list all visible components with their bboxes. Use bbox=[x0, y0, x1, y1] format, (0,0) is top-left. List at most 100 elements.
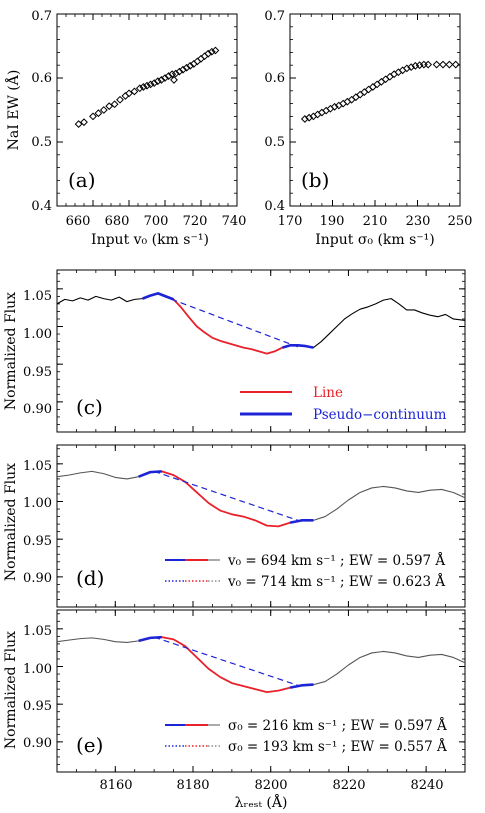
spectrum-series-line bbox=[56, 470, 466, 527]
line-series-line bbox=[172, 298, 291, 355]
diamond-data-point bbox=[74, 120, 83, 128]
continuum-series-line bbox=[161, 295, 299, 348]
line-series-line bbox=[161, 470, 302, 528]
diamond-data-point bbox=[110, 100, 119, 109]
panel-b-ytick-label: 0.5 bbox=[264, 135, 285, 150]
panel-e-legend-1: σ₀ = 216 km s⁻¹ ; EW = 0.597 Å bbox=[228, 718, 447, 734]
panel-e-series bbox=[56, 635, 466, 694]
diamond-data-point bbox=[121, 92, 130, 100]
panel-c-series bbox=[56, 292, 466, 355]
panel-d-legend-2: v₀ = 714 km s⁻¹ ; EW = 0.623 Å bbox=[227, 574, 445, 590]
diamond-data-point bbox=[347, 95, 356, 104]
diamond-data-point bbox=[153, 77, 162, 86]
diamond-data-point bbox=[171, 69, 180, 78]
diamond-data-point bbox=[343, 97, 352, 106]
line-series-line bbox=[161, 636, 302, 694]
diamond-data-point bbox=[326, 104, 335, 113]
diamond-data-point bbox=[351, 93, 360, 102]
panel-a-xtick-label: 660 bbox=[66, 214, 91, 229]
panel-c-ticks bbox=[56, 270, 466, 433]
panel-c-ylabel: Normalized Flux bbox=[3, 292, 19, 410]
diamond-data-point bbox=[157, 76, 166, 84]
diamond-data-point bbox=[164, 72, 173, 80]
diamond-data-point bbox=[116, 95, 124, 104]
panel-e-ylabel: Normalized Flux bbox=[3, 631, 19, 749]
diamond-data-point bbox=[339, 99, 348, 108]
diamond-data-point bbox=[313, 110, 322, 119]
diamond-data-point bbox=[204, 49, 213, 58]
spectrum-series-line bbox=[56, 292, 466, 355]
panel-b-xtick-label: 190 bbox=[320, 214, 345, 229]
panel-a-markers bbox=[74, 46, 220, 128]
panel-a-tag: (a) bbox=[68, 168, 96, 192]
diamond-data-point bbox=[424, 60, 433, 69]
pseudo-continuum-series-line bbox=[142, 292, 175, 301]
diamond-data-point bbox=[394, 68, 403, 77]
panel-b-ticks bbox=[289, 13, 461, 207]
panel-c-ytick-label: 1.00 bbox=[23, 327, 52, 342]
continuum-series-line bbox=[153, 470, 299, 521]
panel-a-ticks bbox=[56, 13, 238, 207]
diamond-data-point bbox=[451, 60, 460, 69]
panel-b-ytick-label: 0.7 bbox=[264, 9, 285, 24]
diamond-data-point bbox=[179, 65, 187, 74]
panel-b-xtick-label: 170 bbox=[278, 214, 303, 229]
panel-a-ytick-label: 0.4 bbox=[31, 199, 52, 214]
panel-e-xtick-label: 8160 bbox=[99, 778, 132, 793]
pseudo-continuum-series-line bbox=[289, 683, 314, 689]
diamond-data-point bbox=[360, 88, 369, 96]
panel-c-frame bbox=[56, 269, 466, 433]
diamond-data-point bbox=[390, 70, 399, 79]
diamond-data-point bbox=[322, 106, 331, 115]
diamond-data-point bbox=[182, 63, 191, 72]
diamond-data-point bbox=[368, 83, 377, 91]
panel-d-ylabel: Normalized Flux bbox=[3, 463, 19, 581]
panel-a-xtick-label: 720 bbox=[183, 214, 208, 229]
panel-d: 0.90 0.95 1.00 1.05 Normalized Flux (d) … bbox=[3, 444, 466, 608]
continuum-series-line bbox=[153, 636, 299, 686]
diamond-data-point bbox=[150, 79, 159, 88]
diamond-data-point bbox=[385, 72, 394, 81]
panel-d-ticks bbox=[56, 445, 466, 608]
diamond-data-point bbox=[186, 61, 195, 70]
diamond-data-point bbox=[94, 109, 103, 118]
panel-a-ytick-label: 0.6 bbox=[31, 71, 52, 86]
panel-a-xtick-label: 700 bbox=[144, 214, 169, 229]
diamond-data-point bbox=[398, 66, 407, 75]
panel-b-ytick-label: 0.4 bbox=[264, 199, 285, 214]
diamond-data-point bbox=[170, 76, 178, 84]
panel-b-markers bbox=[300, 60, 460, 123]
panel-e-ytick-label: 1.05 bbox=[23, 624, 52, 639]
diamond-data-point bbox=[139, 83, 148, 91]
panel-e-xtick-label: 8180 bbox=[176, 778, 209, 793]
panel-d-frame bbox=[56, 444, 466, 608]
panel-e-legend-2: σ₀ = 193 km s⁻¹ ; EW = 0.557 Å bbox=[228, 739, 447, 755]
diamond-data-point bbox=[317, 108, 326, 117]
panel-e-frame bbox=[56, 609, 466, 773]
diamond-data-point bbox=[364, 85, 373, 94]
panel-e-xtick-label: 8220 bbox=[332, 778, 365, 793]
panel-e: 0.90 0.95 1.00 1.05 8160 8180 8200 8220 … bbox=[3, 609, 466, 811]
diamond-data-point bbox=[197, 54, 205, 63]
panel-c-legend-pseudo: Pseudo−continuum bbox=[313, 407, 447, 423]
diamond-data-point bbox=[99, 106, 108, 114]
panel-d-ytick-label: 0.95 bbox=[23, 534, 52, 549]
panel-b-xtick-label: 250 bbox=[448, 214, 473, 229]
diamond-data-point bbox=[80, 118, 88, 127]
diamond-data-point bbox=[168, 70, 177, 79]
diamond-data-point bbox=[200, 52, 209, 61]
panel-a: 660 680 700 720 740 0.4 0.5 0.6 0.7 Inpu… bbox=[4, 9, 246, 248]
panel-a-xtick-label: 680 bbox=[105, 214, 130, 229]
diamond-data-point bbox=[146, 80, 155, 89]
panel-c-ytick-label: 0.95 bbox=[23, 365, 52, 380]
panel-d-ytick-label: 1.05 bbox=[23, 459, 52, 474]
diamond-data-point bbox=[402, 64, 411, 73]
spectrum-series-line bbox=[56, 636, 466, 693]
panel-e-ytick-label: 1.00 bbox=[23, 662, 52, 677]
panel-e-xlabel: λᵣₑₛₜ (Å) bbox=[235, 793, 288, 811]
diamond-data-point bbox=[143, 81, 151, 90]
panel-c-tag: (c) bbox=[76, 395, 103, 419]
panel-c: 0.90 0.95 1.00 1.05 Normalized Flux (c) … bbox=[3, 269, 466, 433]
diamond-data-point bbox=[377, 77, 386, 86]
diamond-data-point bbox=[135, 84, 144, 93]
